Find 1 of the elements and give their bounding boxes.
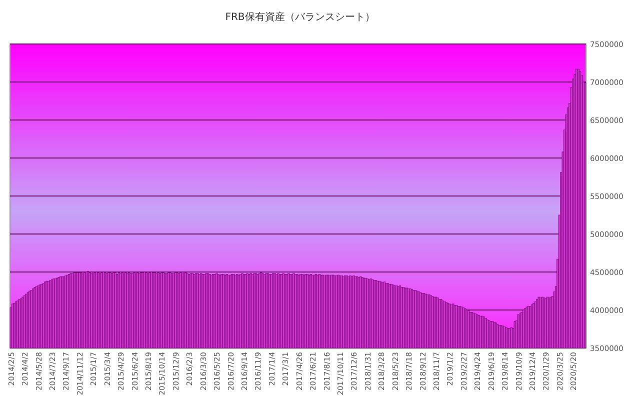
chart-title: FRB保有資産（バランスシート） bbox=[225, 11, 375, 23]
